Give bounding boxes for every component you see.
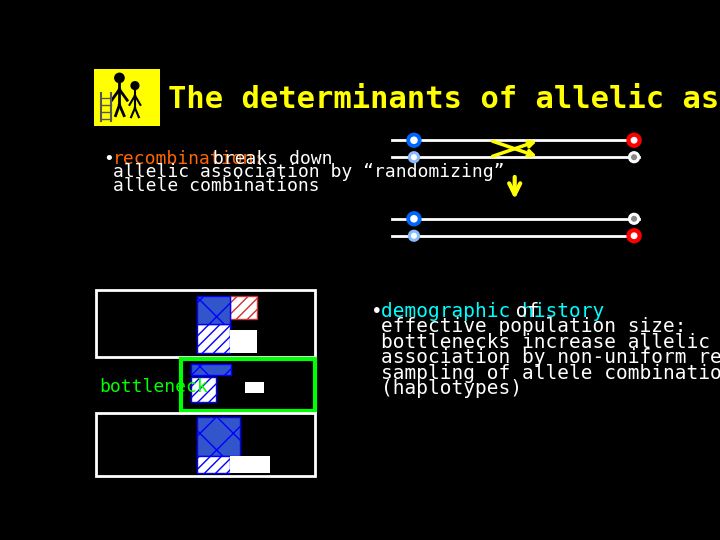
Text: demographic history: demographic history [382,302,605,321]
Circle shape [627,229,641,242]
Bar [197,456,230,473]
Text: bottleneck: bottleneck [99,377,208,396]
Text: (haplotypes): (haplotypes) [382,379,523,398]
Bar [230,456,270,473]
Bar [191,363,231,375]
Text: association by non-uniform re-: association by non-uniform re- [382,348,720,367]
Text: allelic association by “randomizing”: allelic association by “randomizing” [113,164,505,181]
Circle shape [408,231,419,241]
Text: •: • [371,302,394,321]
Circle shape [412,233,416,238]
Text: The determinants of allelic association: The determinants of allelic association [168,85,720,114]
Circle shape [131,82,139,90]
Circle shape [407,133,421,147]
Bar [197,323,230,353]
Circle shape [411,137,417,143]
Circle shape [629,152,639,163]
Circle shape [627,133,641,147]
Text: •: • [104,150,126,167]
Bar [94,69,160,126]
Text: recombination:: recombination: [113,150,266,167]
Text: effective population size:: effective population size: [382,318,687,336]
Circle shape [114,73,124,83]
Text: of: of [504,302,539,321]
Bar [197,417,240,456]
Bar [96,289,315,357]
Circle shape [631,217,636,221]
Text: allele combinations: allele combinations [113,177,320,195]
Text: bottlenecks increase allelic: bottlenecks increase allelic [382,333,711,352]
Bar [197,296,230,323]
Text: sampling of allele combinations: sampling of allele combinations [382,363,720,382]
Circle shape [411,215,417,222]
Bar [181,359,315,411]
Circle shape [631,155,636,159]
Circle shape [631,233,636,239]
Bar [230,296,258,319]
Bar [230,330,258,353]
Circle shape [631,138,636,143]
Circle shape [407,212,421,226]
Bar [191,377,216,402]
Bar [245,382,264,393]
Circle shape [408,152,419,163]
Bar [96,413,315,476]
Text: breaks down: breaks down [202,150,333,167]
Circle shape [629,213,639,224]
Circle shape [412,155,416,159]
